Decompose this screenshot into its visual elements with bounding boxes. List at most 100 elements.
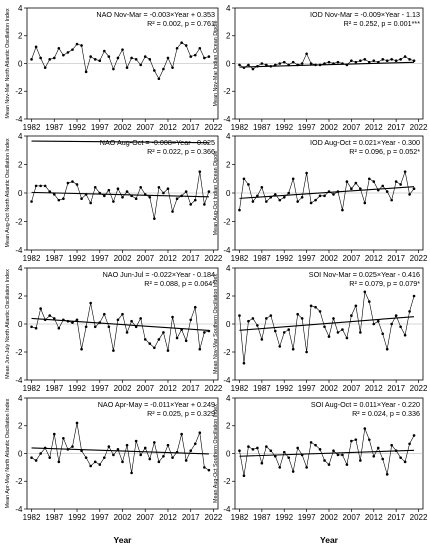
data-point (376, 60, 380, 64)
data-point (148, 342, 152, 345)
data-point (207, 55, 211, 58)
data-point (175, 197, 179, 200)
data-point (381, 457, 385, 461)
data-point (381, 184, 385, 188)
data-point (309, 201, 313, 205)
data-point (265, 63, 268, 67)
regression-annotation: IOD Aug-Oct = 0.021×Year - 0.300 (310, 138, 420, 147)
x-tick-label: 2002 (114, 123, 132, 132)
x-tick-label: 2002 (114, 384, 132, 393)
data-point (350, 59, 353, 63)
data-point (238, 314, 241, 317)
regression-annotation: NAO Jun-Jul = -0.022×Year - 0.184 (103, 270, 215, 279)
data-point (143, 338, 147, 341)
regression-annotation: R² = 0.022, p = 0.366 (147, 147, 215, 156)
x-tick-label: 2007 (342, 513, 360, 522)
data-point (309, 62, 313, 65)
data-point (89, 464, 92, 468)
data-point (34, 45, 38, 49)
regression-annotation: R² = 0.024, p = 0.336 (352, 409, 420, 418)
data-point (198, 347, 202, 351)
data-point (394, 180, 398, 183)
data-point (107, 188, 111, 192)
y-tick-label: 4 (226, 264, 231, 273)
x-tick-label: 1982 (231, 384, 249, 393)
data-point (207, 468, 211, 472)
data-point (242, 474, 246, 478)
x-tick-label: 1997 (91, 384, 109, 393)
series-line (31, 42, 209, 80)
data-point (399, 325, 402, 329)
data-point (107, 445, 111, 448)
data-point (318, 194, 322, 198)
data-point (412, 294, 416, 298)
data-point (332, 193, 335, 196)
x-tick-label: 2002 (320, 513, 338, 522)
x-tick-label: 2002 (320, 384, 338, 393)
data-point (345, 180, 349, 183)
x-tick-label: 2002 (320, 123, 338, 132)
data-point (171, 66, 174, 69)
x-tick-label: 2017 (182, 123, 200, 132)
series-line (239, 170, 415, 211)
x-tick-label: 2022 (205, 513, 223, 522)
data-point (256, 194, 259, 198)
data-point (139, 317, 142, 320)
y-tick-label: 0 (18, 320, 23, 329)
data-point (52, 56, 56, 60)
data-point (327, 335, 331, 338)
data-point (336, 331, 340, 334)
data-point (30, 58, 33, 61)
data-point (372, 322, 376, 326)
data-point (134, 197, 138, 200)
data-point (180, 328, 183, 331)
data-point (198, 46, 202, 50)
data-point (291, 60, 295, 64)
data-point (116, 56, 120, 60)
data-point (278, 198, 282, 202)
data-point (34, 459, 38, 462)
data-point (162, 331, 165, 334)
data-point (385, 190, 389, 193)
series-line (31, 302, 209, 351)
data-point (75, 183, 79, 186)
data-point (98, 191, 102, 195)
y-tick-label: 2 (226, 160, 231, 169)
data-point (367, 60, 371, 64)
data-point (180, 432, 183, 436)
data-point (203, 331, 206, 334)
data-point (350, 187, 353, 191)
data-point (251, 67, 255, 71)
data-point (359, 331, 362, 334)
data-point (296, 446, 299, 450)
data-point (314, 63, 317, 67)
data-point (103, 194, 106, 198)
data-point (327, 463, 331, 466)
data-point (300, 62, 304, 65)
y-tick-label: -4 (15, 115, 23, 124)
x-tick-label: 2012 (365, 384, 383, 393)
y-tick-label: 0 (226, 59, 231, 68)
data-point (203, 466, 206, 469)
x-tick-label: 1982 (231, 254, 249, 263)
y-tick-label: 4 (226, 132, 231, 141)
data-point (180, 194, 183, 198)
y-axis-label: Mean Nov-Mar North Atlantic Oscillation … (5, 8, 11, 119)
data-point (125, 331, 129, 334)
chart-panel-2: -4 -2 0 2 4 1982 1987 1992 1997 2002 2007 2012 2017 2… (213, 4, 428, 132)
data-point (327, 60, 331, 64)
x-tick-label: 1987 (45, 123, 63, 132)
chart-panel-5: -4 -2 0 2 4 1982 1987 1992 1997 2002 2007 2012 2017 2… (5, 264, 223, 393)
data-point (247, 183, 250, 186)
data-point (305, 350, 308, 354)
data-point (184, 44, 188, 47)
data-point (385, 347, 389, 351)
x-tick-label: 2022 (410, 513, 428, 522)
data-point (408, 310, 411, 313)
data-point (332, 317, 335, 320)
y-axis-label: Mean Aug-Oct Southern Oscillation Index (213, 404, 219, 503)
data-point (171, 456, 174, 459)
data-point (305, 52, 308, 56)
data-point (203, 203, 206, 206)
data-point (80, 197, 83, 200)
